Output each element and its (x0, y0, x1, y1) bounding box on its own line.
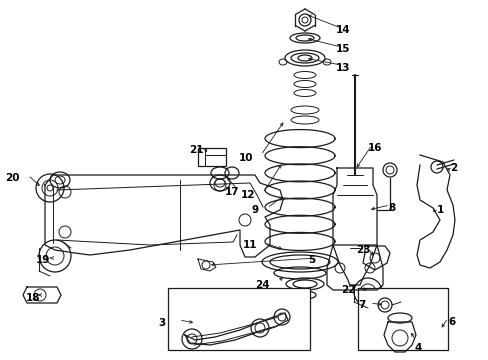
Bar (198, 148, 225, 166)
Text: 2: 2 (449, 163, 457, 173)
Text: 20: 20 (5, 173, 19, 183)
Text: 1: 1 (435, 205, 443, 215)
Text: 14: 14 (335, 25, 349, 35)
Bar (357, 288, 447, 350)
Text: 11: 11 (242, 240, 257, 250)
Text: 5: 5 (308, 255, 315, 265)
Text: 12: 12 (240, 190, 255, 200)
Bar (168, 288, 309, 350)
Text: 13: 13 (335, 63, 349, 73)
Text: 22: 22 (340, 285, 354, 295)
Text: 16: 16 (367, 143, 382, 153)
Text: 19: 19 (36, 255, 50, 265)
Text: 24: 24 (254, 280, 269, 290)
Text: 17: 17 (224, 187, 239, 197)
Text: 6: 6 (447, 317, 455, 327)
Text: 18: 18 (26, 293, 40, 303)
Text: 8: 8 (387, 203, 395, 213)
Text: 7: 7 (358, 300, 365, 310)
Text: 21: 21 (188, 145, 203, 155)
Text: 10: 10 (238, 153, 253, 163)
Text: 3: 3 (158, 318, 165, 328)
Text: 15: 15 (335, 44, 349, 54)
Text: 23: 23 (355, 245, 369, 255)
Text: 9: 9 (251, 205, 258, 215)
Text: 4: 4 (413, 343, 421, 353)
